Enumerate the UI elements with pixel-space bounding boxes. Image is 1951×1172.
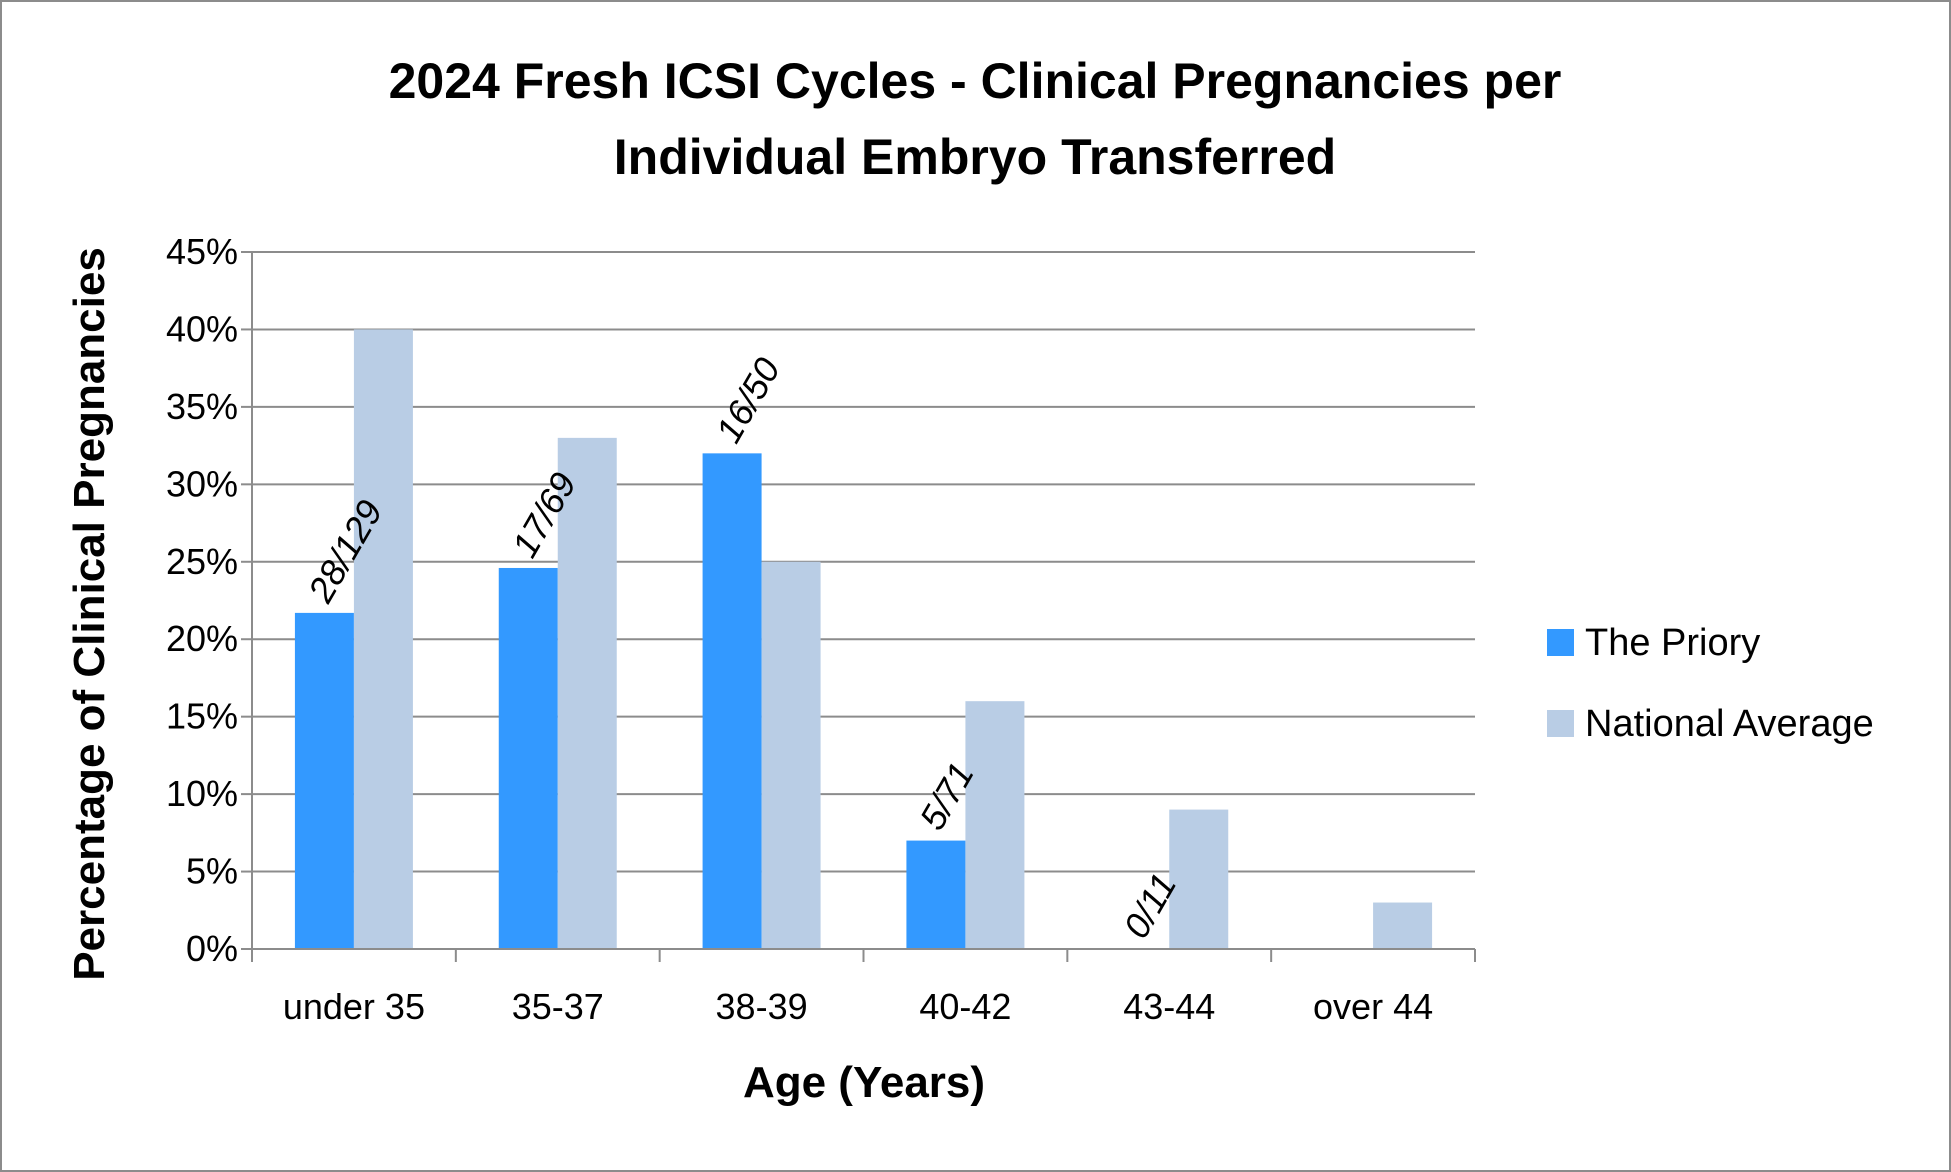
x-tick-label: 35-37 [512,986,604,1027]
y-tick-label: 20% [166,618,238,659]
y-tick-label: 45% [166,231,238,272]
data-label: 16/50 [708,351,789,450]
bar [353,329,413,949]
bars [294,329,1433,949]
bar [1169,809,1229,949]
y-tick-label: 25% [166,541,238,582]
legend-label: National Average [1585,703,1874,745]
y-tick-label: 10% [166,773,238,814]
y-tick-label: 35% [166,386,238,427]
chart-title-line-2: Individual Embryo Transferred [614,129,1336,185]
bar [294,612,354,949]
bar [906,840,966,949]
axes: 0% 5% 10% 15% 20% 25% 30% 35% 40% 45% under 35 35-3… [166,231,1476,1027]
y-tick-label: 0% [186,928,238,969]
bar [702,453,762,949]
legend-swatch [1547,710,1574,737]
gridlines [252,251,1475,873]
x-tick-label: over 44 [1313,986,1433,1027]
chart-title: 2024 Fresh ICSI Cycles - Clinical Pregna… [389,53,1562,185]
bar [761,561,821,949]
x-tick-label: under 35 [283,986,425,1027]
y-tick-label: 5% [186,851,238,892]
x-axis-title: Age (Years) [743,1058,985,1107]
legend: The Priory National Average [1547,622,1874,745]
bar [1373,902,1433,949]
y-tick-label: 40% [166,308,238,349]
chart-title-line-1: 2024 Fresh ICSI Cycles - Clinical Pregna… [389,53,1562,109]
legend-swatch [1547,629,1574,656]
y-axis-title: Percentage of Clinical Pregnancies [65,247,114,981]
x-tick-label: 40-42 [919,986,1011,1027]
y-tick-label: 15% [166,696,238,737]
bar [498,567,558,949]
x-tick-label: 38-39 [716,986,808,1027]
x-tick-label: 43-44 [1123,986,1215,1027]
legend-label: The Priory [1585,622,1760,664]
bar [965,701,1025,949]
bar [557,437,617,949]
y-tick-label: 30% [166,463,238,504]
